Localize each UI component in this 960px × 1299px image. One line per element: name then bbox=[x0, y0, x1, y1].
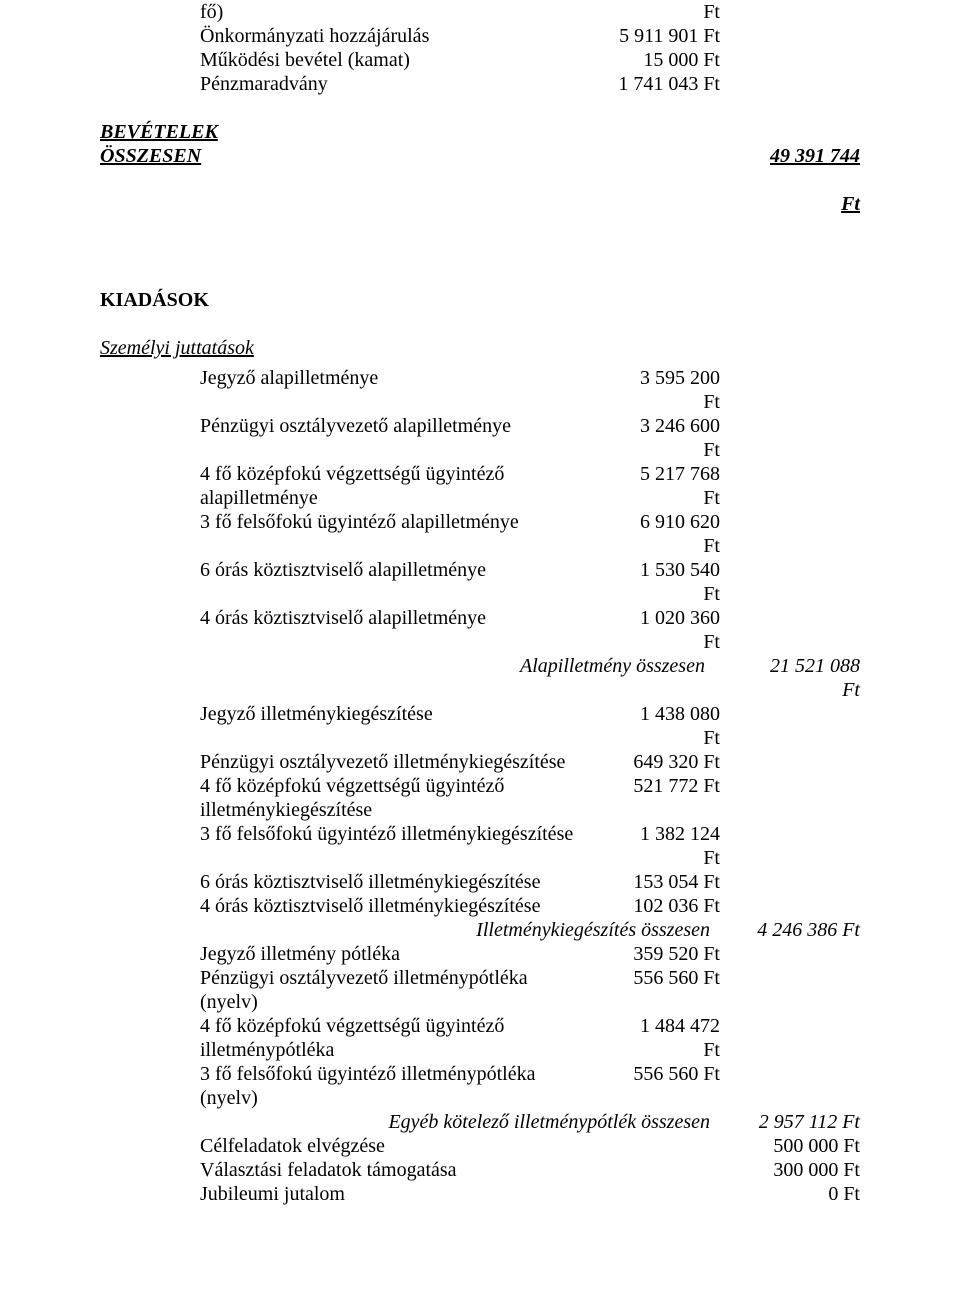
potlek-subtotal-value: 2 957 112 Ft bbox=[720, 1110, 860, 1134]
kieg-subtotal-label: Illetménykiegészítés összesen bbox=[200, 918, 720, 942]
kieg-row-label: Jegyző illetménykiegészítése bbox=[200, 702, 580, 726]
tail-row-label: Célfeladatok elvégzése bbox=[200, 1134, 720, 1158]
kieg-row-label: 4 fő középfokú végzettségű ügyintéző ill… bbox=[200, 774, 580, 822]
bevetelek-label-1: BEVÉTELEK bbox=[100, 120, 720, 144]
alap-row-label: Pénzügyi osztályvezető alapilletménye bbox=[200, 414, 580, 438]
tail-row: Választási feladatok támogatása 300 000 … bbox=[100, 1158, 860, 1182]
kieg-row-value: 153 054 Ft bbox=[580, 870, 720, 894]
bevetelek-label-2: ÖSSZESEN bbox=[100, 144, 720, 168]
potlek-row-label: Pénzügyi osztályvezető illetménypótléka … bbox=[200, 966, 580, 1014]
kieg-subtotal-value: 4 246 386 Ft bbox=[720, 918, 860, 942]
alap-row-value: 1 530 540 Ft bbox=[580, 558, 720, 606]
potlek-subtotal-label: Egyéb kötelező illetménypótlék összesen bbox=[200, 1110, 720, 1134]
bevetelek-value-2: Ft bbox=[720, 192, 860, 216]
alap-row-value: 6 910 620 Ft bbox=[580, 510, 720, 558]
alapilletmeny-subtotal: Alapilletmény összesen 21 521 088 Ft bbox=[100, 654, 860, 702]
alap-row-label: 6 órás köztisztviselő alapilletménye bbox=[200, 558, 580, 582]
alap-row-label: 3 fő felsőfokú ügyintéző alapilletménye bbox=[200, 510, 580, 534]
top-row-value: Ft bbox=[580, 0, 720, 24]
tail-row-label: Választási feladatok támogatása bbox=[200, 1158, 720, 1182]
top-row-label: Működési bevétel (kamat) bbox=[200, 48, 580, 72]
kieg-row-value: 521 772 Ft bbox=[580, 774, 720, 798]
tail-row-value: 300 000 Ft bbox=[720, 1158, 860, 1182]
bevetelek-value-1: 49 391 744 bbox=[720, 144, 860, 168]
kieg-row-label: 3 fő felsőfokú ügyintéző illetménykiegés… bbox=[200, 822, 580, 846]
alap-row-label: 4 órás köztisztviselő alapilletménye bbox=[200, 606, 580, 630]
top-row-label: Pénzmaradvány bbox=[200, 72, 580, 96]
kieg-row-label: 6 órás köztisztviselő illetménykiegészít… bbox=[200, 870, 580, 894]
kieg-row-value: 649 320 Ft bbox=[580, 750, 720, 774]
top-block: fő) Ft Önkormányzati hozzájárulás 5 911 … bbox=[100, 0, 860, 96]
potlek-row-label: 3 fő felsőfokú ügyintéző illetménypótlék… bbox=[200, 1062, 580, 1110]
tail-row-value: 0 Ft bbox=[720, 1182, 860, 1206]
kieg-row-value: 102 036 Ft bbox=[580, 894, 720, 918]
kieg-row-value: 1 382 124 Ft bbox=[580, 822, 720, 870]
top-row-value: 15 000 Ft bbox=[580, 48, 720, 72]
kieg-row-label: 4 órás köztisztviselő illetménykiegészít… bbox=[200, 894, 580, 918]
tail-row-label: Jubileumi jutalom bbox=[200, 1182, 720, 1206]
alapilletmeny-block: Jegyző alapilletménye 3 595 200 Ft Pénzü… bbox=[100, 366, 860, 654]
alap-row-value: 5 217 768 Ft bbox=[580, 462, 720, 510]
szemelyi-heading: Személyi juttatások bbox=[100, 336, 860, 360]
potlek-row-label: Jegyző illetmény pótléka bbox=[200, 942, 580, 966]
alap-row-value: 3 246 600 Ft bbox=[580, 414, 720, 462]
tail-row: Célfeladatok elvégzése 500 000 Ft bbox=[100, 1134, 860, 1158]
kiadasok-heading: KIADÁSOK bbox=[100, 288, 860, 312]
page: fő) Ft Önkormányzati hozzájárulás 5 911 … bbox=[0, 0, 960, 1299]
top-row-value: 1 741 043 Ft bbox=[580, 72, 720, 96]
alap-row-value: 3 595 200 Ft bbox=[580, 366, 720, 414]
illetmenykieg-subtotal: Illetménykiegészítés összesen 4 246 386 … bbox=[100, 918, 860, 942]
top-row-value: 5 911 901 Ft bbox=[580, 24, 720, 48]
potlek-block: Jegyző illetmény pótléka 359 520 Ft Pénz… bbox=[100, 942, 860, 1110]
alap-subtotal-value: 21 521 088 Ft bbox=[720, 654, 860, 702]
alap-row-label: 4 fő középfokú végzettségű ügyintéző ala… bbox=[200, 462, 580, 510]
alap-subtotal-label: Alapilletmény összesen bbox=[520, 654, 720, 678]
top-row-label: Önkormányzati hozzájárulás bbox=[200, 24, 580, 48]
potlek-row-value: 1 484 472 Ft bbox=[580, 1014, 720, 1062]
potlek-row-label: 4 fő középfokú végzettségű ügyintéző ill… bbox=[200, 1014, 580, 1062]
illetmenykieg-block: Jegyző illetménykiegészítése 1 438 080 F… bbox=[100, 702, 860, 918]
potlek-row-value: 556 560 Ft bbox=[580, 966, 720, 990]
kieg-row-value: 1 438 080 Ft bbox=[580, 702, 720, 750]
potlek-row-value: 359 520 Ft bbox=[580, 942, 720, 966]
alap-row-label: Jegyző alapilletménye bbox=[200, 366, 580, 390]
alap-row-value: 1 020 360 Ft bbox=[580, 606, 720, 654]
tail-row-value: 500 000 Ft bbox=[720, 1134, 860, 1158]
tail-row: Jubileumi jutalom 0 Ft bbox=[100, 1182, 860, 1206]
potlek-row-value: 556 560 Ft bbox=[580, 1062, 720, 1086]
bevetelek-osszesen: BEVÉTELEK ÖSSZESEN 49 391 744 Ft bbox=[100, 120, 860, 240]
potlek-subtotal: Egyéb kötelező illetménypótlék összesen … bbox=[100, 1110, 860, 1134]
top-row-label: fő) bbox=[200, 0, 580, 24]
kieg-row-label: Pénzügyi osztályvezető illetménykiegészí… bbox=[200, 750, 580, 774]
